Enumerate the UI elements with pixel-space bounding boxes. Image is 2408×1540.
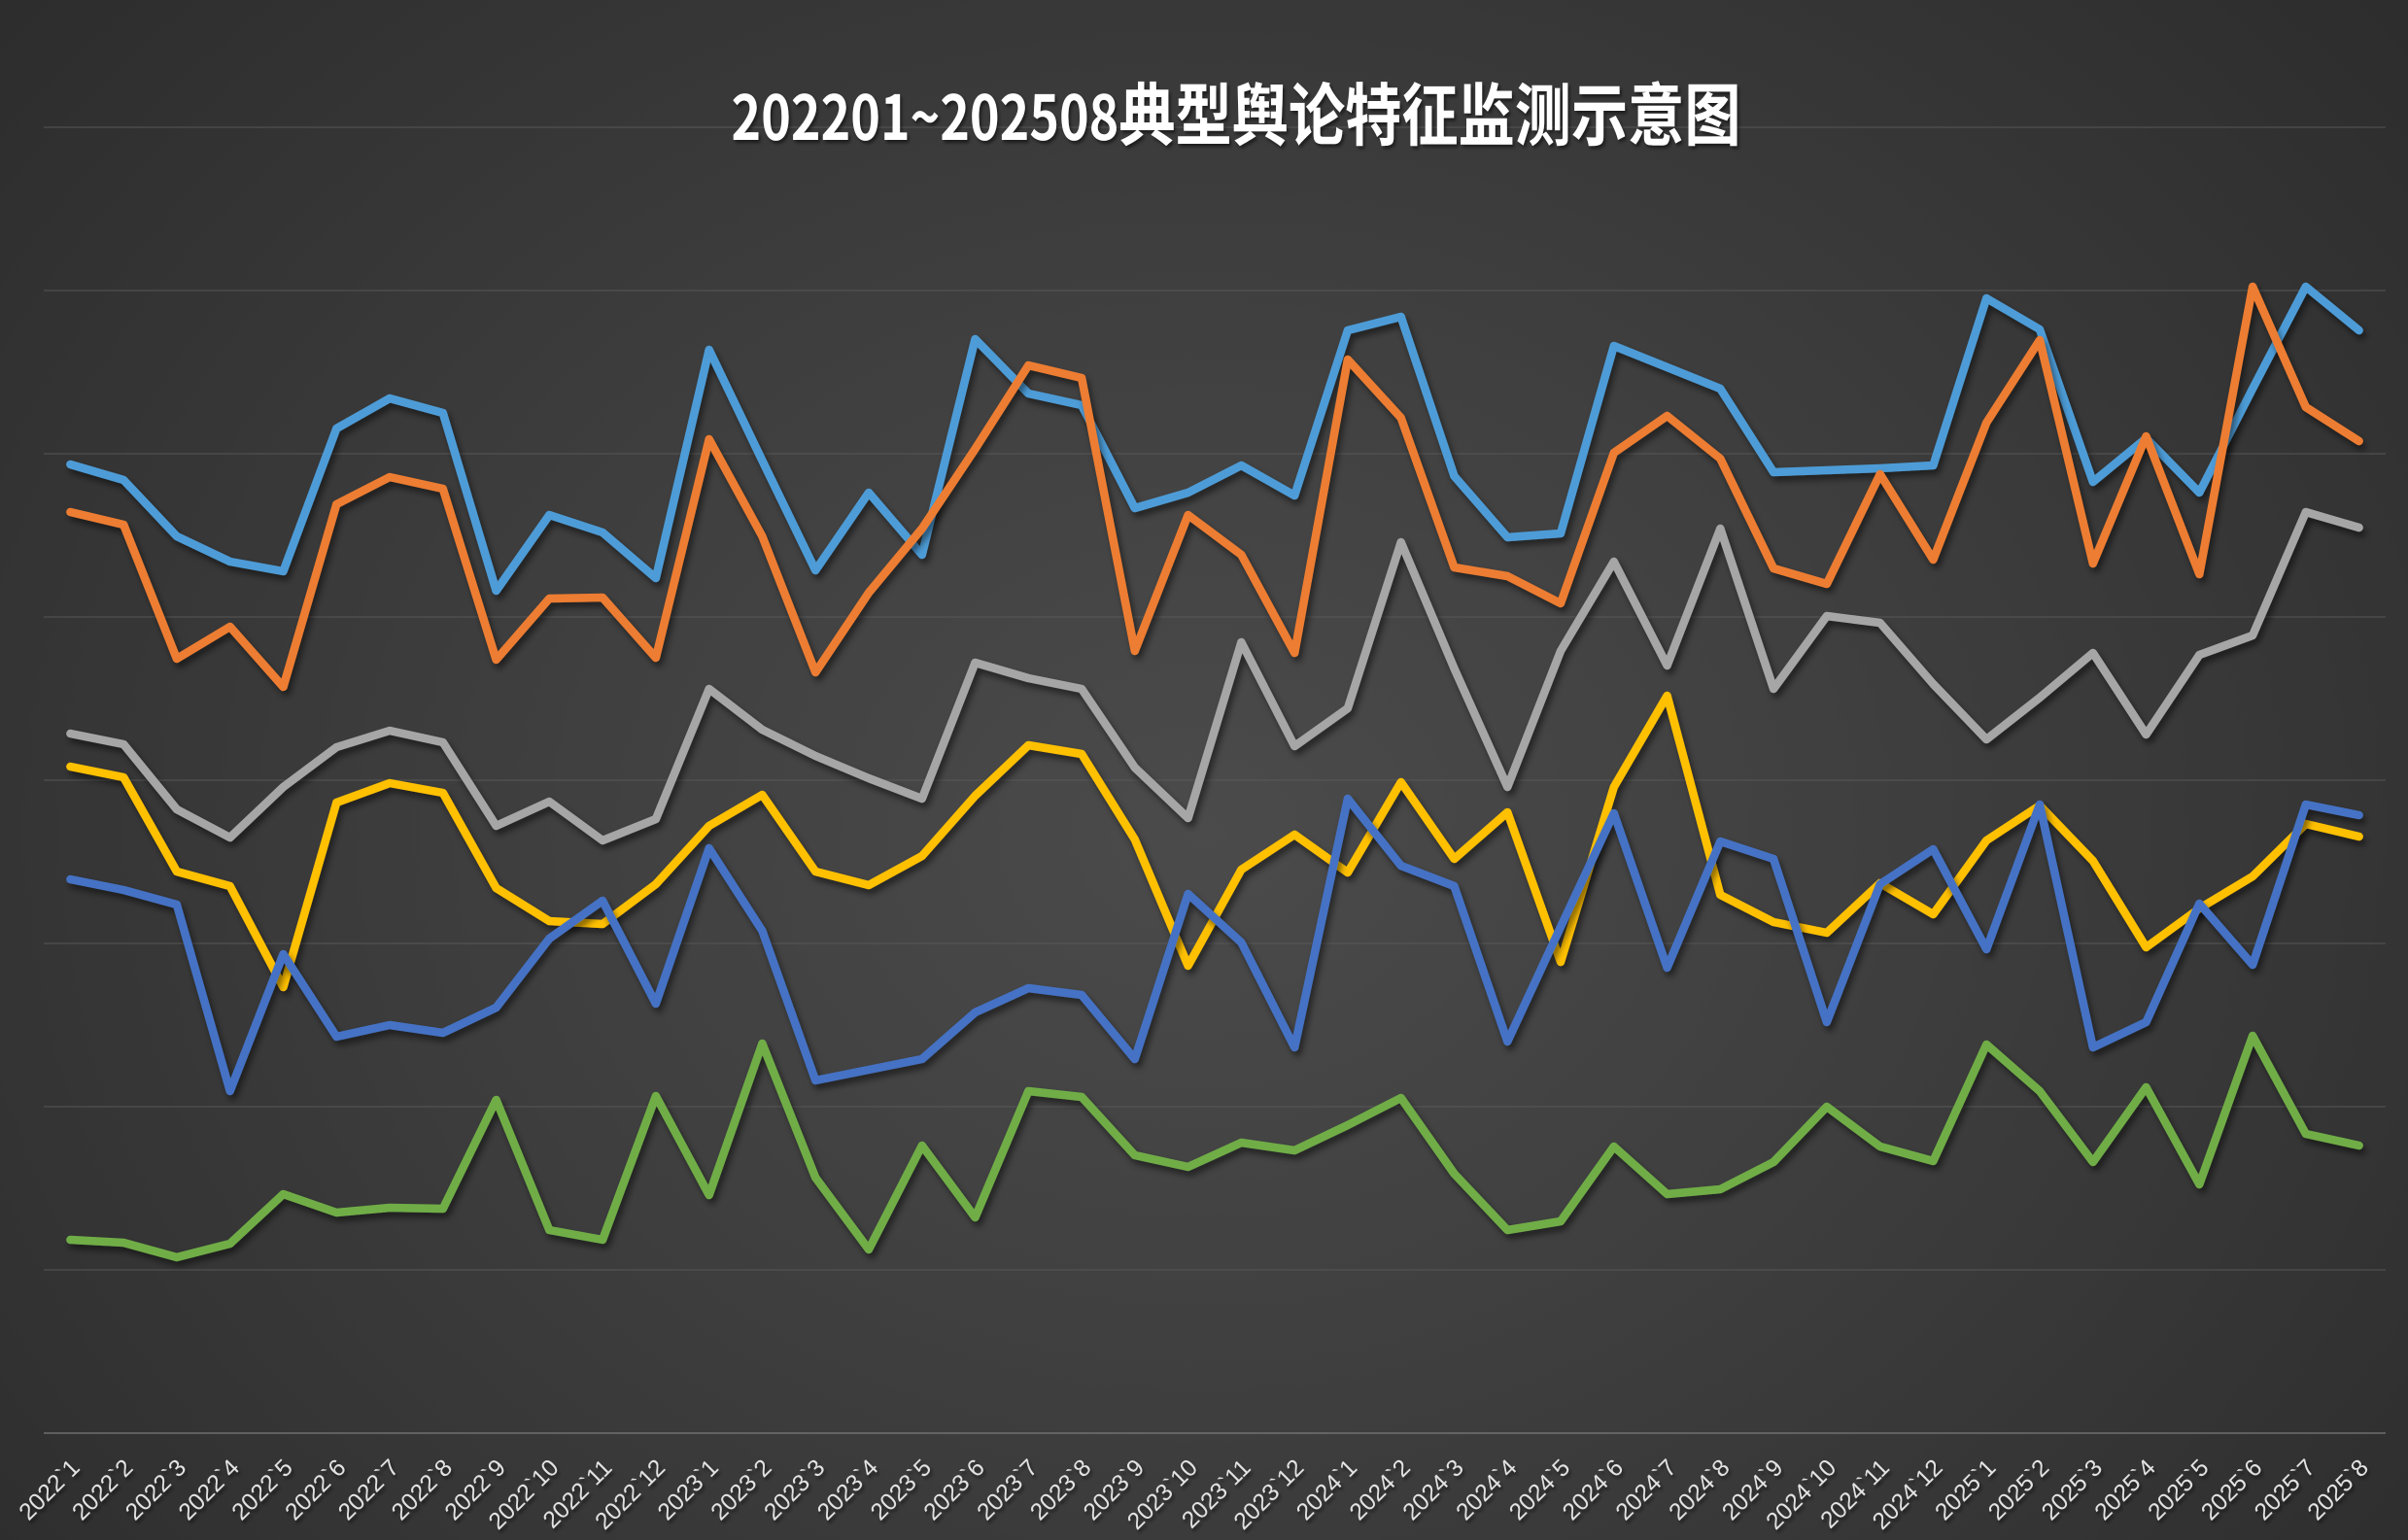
svg-text:2025`8: 2025`8 [2303,1454,2374,1525]
